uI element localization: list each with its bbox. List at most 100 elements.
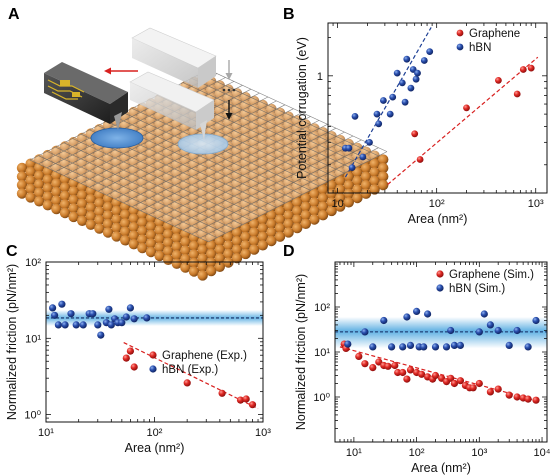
data-point-series-1	[519, 66, 527, 73]
x-axis-label: Area (nm²)	[125, 441, 185, 455]
substrate-sphere	[214, 186, 225, 198]
substrate-sphere	[171, 208, 182, 219]
substrate-sphere	[34, 187, 45, 198]
substrate-sphere	[206, 125, 217, 136]
graphene-bond	[157, 127, 337, 219]
substrate-sphere	[317, 210, 329, 221]
y-tick-label: 10⁰	[313, 392, 330, 404]
substrate-sphere	[309, 147, 320, 159]
substrate-sphere	[197, 170, 208, 182]
substrate-sphere	[257, 198, 268, 209]
substrate-sphere	[120, 209, 131, 220]
substrate-sphere	[266, 120, 277, 131]
substrate-sphere	[206, 166, 217, 177]
substrate-sphere	[257, 108, 268, 119]
substrate-sphere	[214, 236, 225, 247]
substrate-sphere	[120, 226, 131, 237]
data-point-series-2	[388, 343, 396, 351]
data-point-series-1	[513, 393, 521, 401]
substrate-sphere	[326, 131, 337, 142]
data-point-series-2	[431, 343, 440, 351]
substrate-sphere	[85, 202, 97, 213]
substrate-sphere	[300, 168, 311, 179]
substrate-sphere	[68, 194, 79, 206]
substrate-sphere	[283, 119, 294, 131]
substrate-sphere	[335, 175, 346, 187]
x-tick-label: 10	[331, 198, 343, 210]
substrate-sphere	[214, 162, 225, 173]
graphene-bond	[182, 82, 362, 165]
substrate-sphere	[257, 181, 268, 193]
graphene-bond	[208, 151, 388, 243]
graphene-bond	[131, 116, 311, 208]
substrate-sphere	[240, 149, 251, 160]
substrate-sphere	[197, 270, 208, 281]
substrate-sphere	[163, 246, 174, 257]
substrate-sphere	[154, 176, 165, 187]
graphene-bond	[148, 124, 328, 215]
substrate-sphere	[223, 240, 234, 251]
legend-label: hBN	[469, 42, 491, 54]
substrate-sphere	[292, 148, 303, 159]
substrate-sphere	[59, 199, 71, 210]
substrate-sphere	[188, 232, 200, 243]
substrate-sphere	[274, 148, 286, 159]
data-point-series-2	[72, 321, 80, 329]
substrate-sphere	[42, 200, 53, 211]
substrate-sphere	[188, 191, 200, 202]
panel-letter-d: D	[283, 243, 295, 260]
substrate-sphere	[171, 175, 182, 186]
legend-marker	[436, 270, 444, 278]
substrate-sphere	[154, 184, 165, 195]
substrate-sphere	[283, 127, 294, 139]
substrate-sphere	[300, 201, 311, 212]
substrate-sphere	[59, 182, 71, 193]
substrate-sphere	[59, 207, 71, 219]
substrate-sphere	[68, 178, 79, 189]
data-point-series-2	[361, 328, 369, 336]
substrate-sphere	[283, 210, 294, 221]
panel-letter-c: C	[6, 243, 18, 260]
substrate-sphere	[197, 195, 208, 206]
circuit-traces	[47, 79, 85, 100]
substrate-sphere	[292, 189, 303, 200]
substrate-sphere	[343, 197, 354, 208]
substrate-sphere	[231, 178, 243, 189]
legend-label: hBN (Exp.)	[162, 364, 218, 376]
substrate-sphere	[51, 195, 62, 206]
substrate-sphere	[240, 100, 251, 111]
substrate-sphere	[231, 120, 243, 132]
substrate-sphere	[343, 180, 354, 191]
substrate-sphere	[223, 92, 234, 103]
substrate-sphere	[94, 197, 105, 209]
substrate-sphere	[25, 192, 36, 203]
data-point-series-1	[394, 368, 402, 377]
graphene-bond	[208, 69, 388, 152]
substrate-sphere	[231, 253, 243, 264]
hbn-uncertainty-band	[46, 309, 263, 326]
substrate-sphere	[51, 170, 62, 181]
graphene-bond	[38, 155, 218, 238]
legend-label: hBN (Sim.)	[449, 283, 505, 295]
substrate-sphere	[197, 203, 208, 215]
legend-marker	[436, 284, 444, 292]
substrate-sphere	[188, 257, 200, 269]
substrate-sphere	[51, 186, 62, 198]
legend-marker	[456, 43, 464, 51]
substrate-sphere	[206, 183, 217, 194]
substrate-sphere	[77, 198, 88, 209]
data-point-series-1	[495, 77, 502, 84]
graphene-bond	[191, 78, 371, 161]
substrate-sphere	[257, 124, 268, 135]
data-point-series-2	[348, 164, 356, 172]
substrate-sphere	[240, 174, 251, 185]
substrate-sphere	[378, 179, 389, 191]
substrate-sphere	[214, 211, 225, 222]
substrate-sphere	[214, 203, 225, 214]
substrate-sphere	[266, 152, 277, 164]
substrate-sphere	[249, 235, 260, 247]
substrate-sphere	[85, 219, 97, 230]
substrate-sphere	[59, 174, 71, 185]
substrate-sphere	[180, 154, 191, 166]
substrate-sphere	[249, 145, 260, 156]
